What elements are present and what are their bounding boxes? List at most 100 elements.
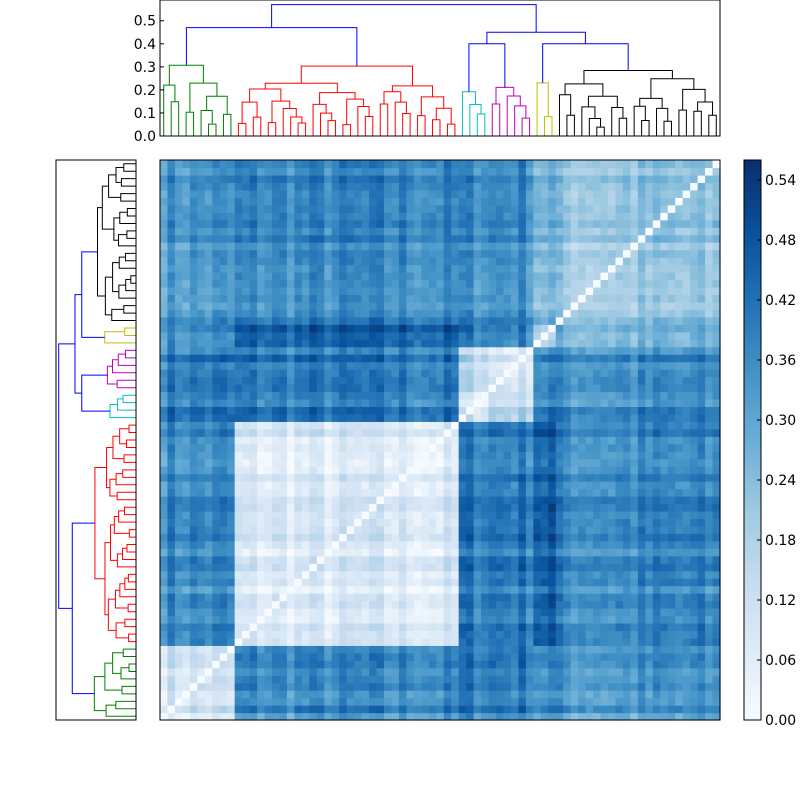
heatmap-cell [197,600,206,609]
heatmap-cell [197,257,206,266]
heatmap-cell [488,339,497,348]
heatmap-cell [309,354,318,363]
heatmap-cell [346,361,355,370]
heatmap-cell [309,481,318,490]
dendrogram-link [271,4,537,33]
heatmap-cell [451,488,460,497]
heatmap-cell [257,615,266,624]
heatmap-cell [578,540,587,549]
heatmap-cell [398,630,407,639]
heatmap-cell [548,637,557,646]
heatmap-cell [384,518,393,527]
heatmap-cell [219,578,228,587]
heatmap-cell [339,496,348,505]
heatmap-cell [496,406,505,415]
heatmap-cell [712,585,721,594]
heatmap-cell [257,525,266,534]
heatmap-cell [174,585,183,594]
heatmap-cell [608,428,617,437]
heatmap-cell [615,451,624,460]
heatmap-cell [488,496,497,505]
heatmap-cell [182,608,191,617]
heatmap-cell [645,443,654,452]
heatmap-cell [697,421,706,430]
heatmap-cell [242,496,251,505]
heatmap-cell [361,466,370,475]
heatmap-cell [174,443,183,452]
heatmap-cell [667,630,676,639]
heatmap-cell [413,398,422,407]
heatmap-cell [637,540,646,549]
heatmap-cell [496,488,505,497]
heatmap-cell [406,309,415,318]
heatmap-cell [533,600,542,609]
heatmap-cell [608,593,617,602]
heatmap-cell [369,600,378,609]
heatmap-cell [712,369,721,378]
heatmap-cell [376,630,385,639]
heatmap-cell [242,585,251,594]
heatmap-cell [279,458,288,467]
heatmap-cell [219,630,228,639]
heatmap-cell [585,279,594,288]
heatmap-cell [398,578,407,587]
heatmap-cell [249,466,258,475]
heatmap-cell [637,593,646,602]
heatmap-cell [682,600,691,609]
heatmap-cell [294,279,303,288]
heatmap-cell [354,339,363,348]
heatmap-cell [697,615,706,624]
heatmap-cell [451,309,460,318]
heatmap-cell [160,496,169,505]
heatmap-cell [197,451,206,460]
heatmap-cell [608,309,617,318]
heatmap-cell [690,242,699,251]
heatmap-cell [548,242,557,251]
heatmap-cell [398,510,407,519]
heatmap-cell [608,608,617,617]
heatmap-cell [346,660,355,669]
heatmap-cell [473,615,482,624]
heatmap-cell [608,376,617,385]
heatmap-cell [324,630,333,639]
heatmap-cell [354,600,363,609]
heatmap-cell [600,264,609,273]
heatmap-cell [242,324,251,333]
heatmap-cell [466,324,475,333]
heatmap-cell [398,585,407,594]
heatmap-cell [219,324,228,333]
heatmap-cell [204,518,213,527]
heatmap-cell [600,533,609,542]
heatmap-cell [309,443,318,452]
heatmap-cell [286,413,295,422]
heatmap-cell [712,413,721,422]
heatmap-cell [406,622,415,631]
heatmap-cell [697,346,706,355]
heatmap-cell [622,436,631,445]
heatmap-cell [174,279,183,288]
heatmap-cell [294,675,303,684]
heatmap-cell [212,496,221,505]
heatmap-cell [301,376,310,385]
heatmap-cell [391,622,400,631]
heatmap-cell [242,451,251,460]
heatmap-cell [451,667,460,676]
heatmap-cell [361,690,370,699]
heatmap-cell [481,548,490,557]
heatmap-cell [667,279,676,288]
heatmap-cell [637,563,646,572]
heatmap-cell [436,682,445,691]
heatmap-cell [548,645,557,654]
heatmap-cell [458,451,467,460]
heatmap-cell [548,615,557,624]
heatmap-cell [540,488,549,497]
heatmap-cell [249,458,258,467]
heatmap-cell [204,503,213,512]
heatmap-cell [652,712,661,721]
heatmap-cell [525,443,534,452]
heatmap-cell [593,346,602,355]
heatmap-cell [346,428,355,437]
heatmap-cell [227,563,236,572]
heatmap-cell [316,339,325,348]
heatmap-cell [346,533,355,542]
